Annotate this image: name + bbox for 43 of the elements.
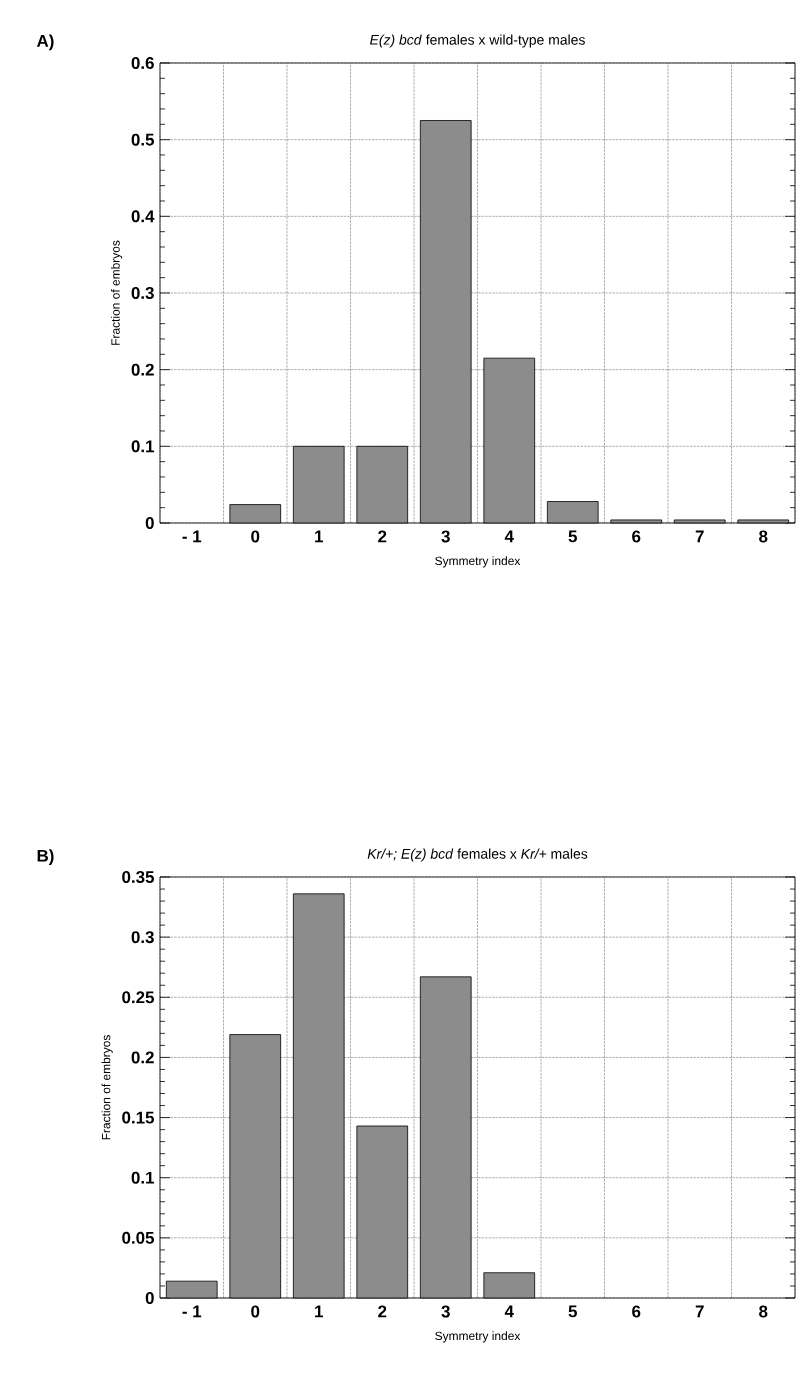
x-tick-label: 7 — [695, 1305, 704, 1318]
x-tick-label: 7 — [695, 530, 704, 543]
y-tick-label: 0.1 — [131, 1171, 155, 1184]
chart-title: Kr/+; E(z) bcd females x Kr/+ males — [367, 848, 588, 862]
y-tick-label: 0.35 — [122, 870, 155, 883]
x-tick-label: 6 — [632, 1305, 641, 1318]
x-tick-label: 4 — [504, 530, 514, 543]
x-tick-label: 8 — [759, 530, 768, 543]
y-tick-label: 0.25 — [122, 991, 155, 1004]
x-tick-label: 0 — [251, 1305, 260, 1318]
y-tick-label: 0.4 — [131, 210, 155, 223]
y-tick-label: 0 — [145, 1292, 154, 1304]
x-tick-label: 1 — [315, 1305, 323, 1318]
y-tick-label: 0.3 — [131, 286, 154, 299]
y-tick-label: 0.15 — [122, 1111, 155, 1124]
x-tick-label: 3 — [441, 1305, 450, 1318]
x-tick-label: 0 — [251, 530, 260, 543]
y-tick-label: 0 — [145, 516, 154, 529]
chart-title: E(z) bcd females x wild-type males — [370, 34, 585, 48]
text: B) — [37, 849, 54, 866]
y-tick-label: 0.2 — [131, 363, 154, 376]
y-tick-label: 0.3 — [131, 931, 154, 944]
x-axis-title: Symmetry index — [435, 1331, 521, 1343]
y-tick-label: 0.6 — [131, 56, 154, 69]
x-tick-label: 2 — [378, 530, 387, 543]
y-tick-label: 0.2 — [131, 1051, 154, 1064]
x-tick-label: 1 — [315, 530, 323, 543]
x-tick-label: 8 — [759, 1305, 768, 1318]
x-axis-title: Symmetry index — [435, 556, 521, 568]
x-tick-label: 5 — [568, 530, 577, 543]
x-tick-label: 5 — [568, 1305, 577, 1318]
x-tick-label: 4 — [504, 1305, 514, 1318]
y-tick-label: 0.5 — [131, 133, 155, 146]
x-tick-label: 3 — [441, 530, 450, 543]
x-tick-label: - 1 — [182, 1305, 202, 1318]
x-tick-label: - 1 — [182, 530, 202, 543]
y-axis-title: Fraction of embryos — [101, 1035, 113, 1140]
y-tick-label: 0.1 — [131, 440, 155, 453]
text: A) — [36, 34, 54, 51]
x-tick-label: 6 — [632, 530, 641, 543]
y-tick-label: 0.05 — [122, 1231, 155, 1244]
x-tick-label: 2 — [378, 1305, 387, 1318]
y-axis-title: Fraction of embryos — [110, 240, 123, 345]
